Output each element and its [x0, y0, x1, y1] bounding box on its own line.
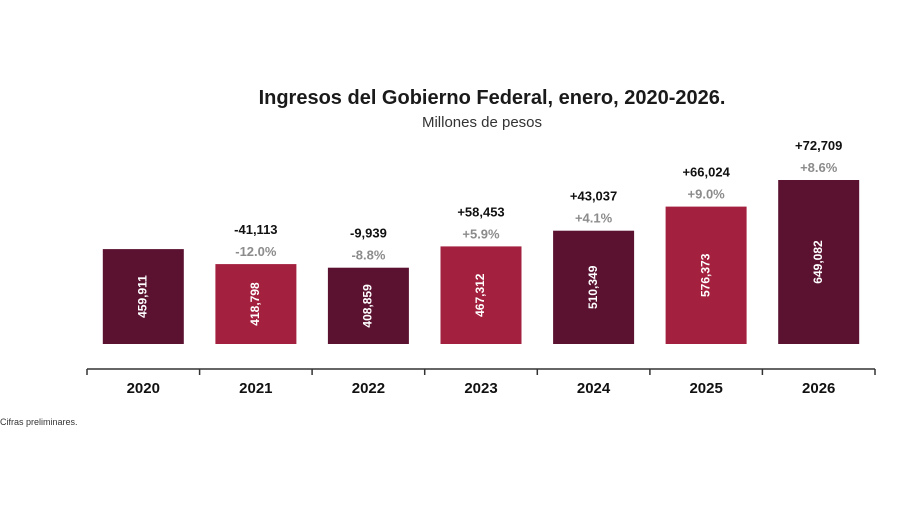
- bar-2026: [778, 180, 860, 344]
- chart-title: Ingresos del Gobierno Federal, enero, 20…: [259, 87, 726, 109]
- x-tick-label-2026: 2026: [802, 380, 835, 397]
- bars-layer: 459,911 418,798 -41,113 -12.0% 408,859 -9,939…: [102, 138, 860, 344]
- bar-value-label-2024: 510,349: [586, 265, 600, 309]
- x-axis: 2020 2021 2022 2023 2024 2025 2026: [86, 368, 876, 397]
- bar-2022: [327, 267, 409, 344]
- change-pct-label-2025: +9.0%: [688, 187, 726, 202]
- change-pct-label-2026: +8.6%: [800, 160, 838, 175]
- change-abs-label-2025: +66,024: [682, 165, 730, 180]
- x-tick-label-2023: 2023: [464, 380, 497, 397]
- change-abs-label-2022: -9,939: [350, 226, 387, 241]
- x-tick-label-2021: 2021: [239, 380, 272, 397]
- change-abs-label-2023: +58,453: [457, 204, 504, 219]
- bar-2025: [665, 206, 747, 344]
- x-tick-label-2024: 2024: [577, 380, 611, 397]
- bar-2021: [215, 264, 297, 344]
- x-tick-label-2020: 2020: [127, 380, 160, 397]
- change-abs-label-2024: +43,037: [570, 189, 617, 204]
- bar-value-label-2021: 418,798: [248, 282, 262, 326]
- bar-value-label-2020: 459,911: [135, 275, 149, 318]
- chart-subtitle: Millones de pesos: [422, 114, 542, 131]
- footnote: Cifras preliminares.: [0, 417, 78, 427]
- bar-value-label-2023: 467,312: [473, 273, 487, 317]
- bar-value-label-2026: 649,082: [811, 240, 825, 284]
- bar-2024: [553, 230, 635, 344]
- change-pct-label-2023: +5.9%: [462, 226, 500, 241]
- change-pct-label-2024: +4.1%: [575, 211, 613, 226]
- bar-value-label-2025: 576,373: [698, 253, 712, 297]
- change-abs-label-2026: +72,709: [795, 138, 842, 153]
- bar-2020: [102, 249, 184, 344]
- x-tick-label-2025: 2025: [689, 380, 722, 397]
- bar-2023: [440, 246, 522, 344]
- change-pct-label-2021: -12.0%: [235, 244, 277, 259]
- x-tick-label-2022: 2022: [352, 380, 385, 397]
- change-pct-label-2022: -8.8%: [351, 248, 385, 263]
- change-abs-label-2021: -41,113: [234, 222, 277, 237]
- bar-value-label-2022: 408,859: [361, 284, 375, 328]
